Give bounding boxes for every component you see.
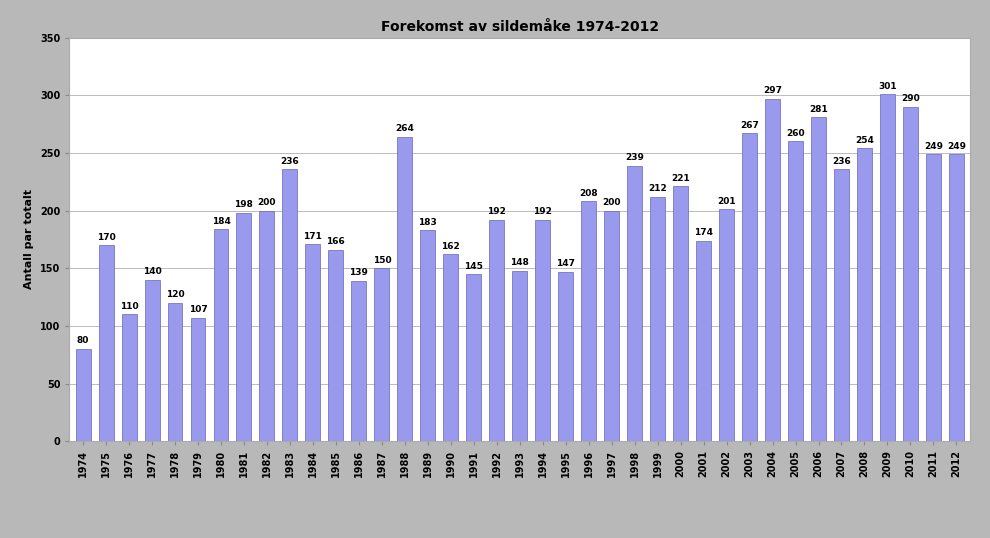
Text: 170: 170 [97,233,116,242]
Bar [742,133,757,441]
Text: 264: 264 [395,124,414,133]
Text: 281: 281 [809,105,828,114]
Text: 236: 236 [280,157,299,166]
Bar [536,220,550,441]
Text: 201: 201 [718,197,736,206]
Text: 110: 110 [120,302,139,311]
Bar [673,186,688,441]
Text: 297: 297 [763,86,782,95]
Bar [880,94,895,441]
Bar [444,254,458,441]
Bar [489,220,504,441]
Text: 183: 183 [419,218,438,226]
Bar [259,210,274,441]
Bar [834,169,849,441]
Bar [122,314,137,441]
Bar [421,230,436,441]
Text: 290: 290 [901,94,920,103]
Bar [397,137,412,441]
Text: 249: 249 [924,141,942,151]
Text: 200: 200 [603,198,621,207]
Text: 192: 192 [487,207,506,216]
Text: 80: 80 [77,336,89,345]
Bar [558,272,573,441]
Text: 221: 221 [671,174,690,183]
Title: Forekomst av sildemåke 1974-2012: Forekomst av sildemåke 1974-2012 [381,20,658,34]
Bar [650,197,665,441]
Text: 140: 140 [143,267,161,277]
Bar [719,209,734,441]
Text: 162: 162 [442,242,460,251]
Bar [167,303,182,441]
Bar [351,281,366,441]
Text: 192: 192 [534,207,552,216]
Bar [765,99,780,441]
Text: 184: 184 [212,217,231,225]
Bar [466,274,481,441]
Bar [926,154,940,441]
Text: 107: 107 [189,306,207,314]
Text: 212: 212 [648,185,667,193]
Y-axis label: Antall par totalt: Antall par totalt [25,189,35,289]
Bar [306,244,321,441]
Text: 145: 145 [464,261,483,271]
Text: 260: 260 [786,129,805,138]
Bar [329,250,344,441]
Bar [512,271,528,441]
Bar [190,318,206,441]
Bar [949,154,964,441]
Text: 198: 198 [235,201,253,209]
Text: 301: 301 [878,82,897,91]
Bar [903,107,918,441]
Text: 174: 174 [694,228,713,237]
Text: 236: 236 [833,157,850,166]
Bar [628,166,643,441]
Bar [857,148,872,441]
Text: 254: 254 [855,136,874,145]
Bar [604,210,619,441]
Text: 120: 120 [165,291,184,299]
Text: 150: 150 [372,256,391,265]
Text: 147: 147 [556,259,575,268]
Text: 171: 171 [304,231,323,240]
Text: 166: 166 [327,237,346,246]
Bar [75,349,90,441]
Bar [581,201,596,441]
Text: 267: 267 [741,121,759,130]
Text: 200: 200 [257,198,276,207]
Bar [237,213,251,441]
Text: 139: 139 [349,268,368,278]
Bar [214,229,229,441]
Bar [282,169,297,441]
Bar [696,240,711,441]
Text: 249: 249 [946,141,966,151]
Bar [145,280,159,441]
Bar [788,141,803,441]
Text: 208: 208 [579,189,598,198]
Bar [99,245,114,441]
Text: 239: 239 [626,153,644,162]
Bar [811,117,826,441]
Text: 148: 148 [510,258,530,267]
Bar [374,268,389,441]
